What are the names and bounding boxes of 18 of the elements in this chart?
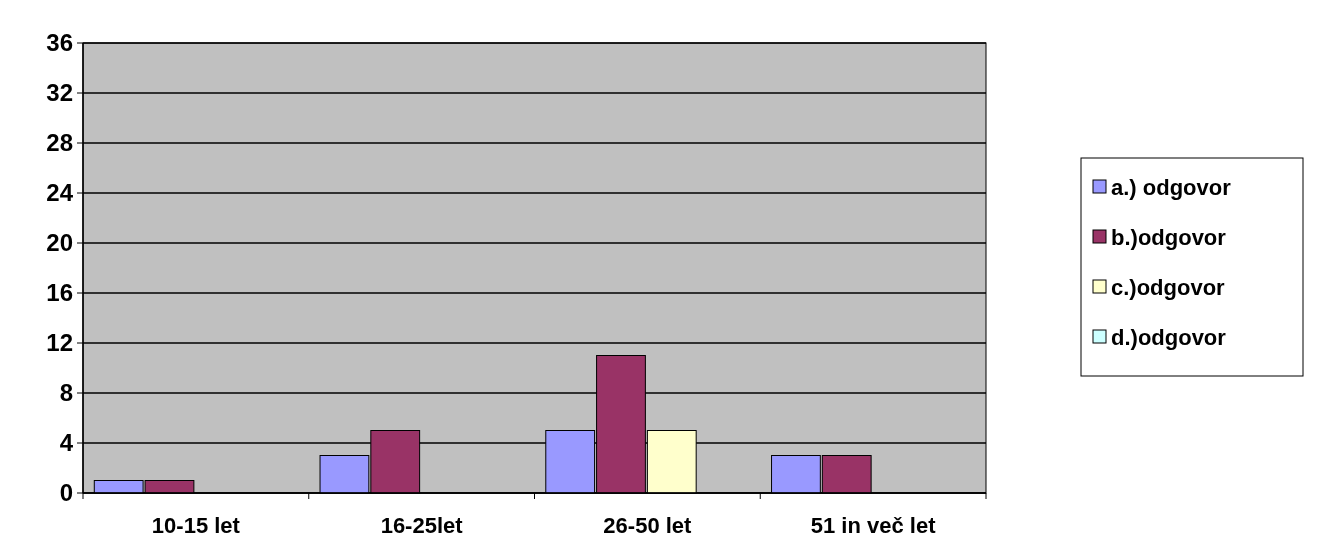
y-tick-label: 8 bbox=[59, 379, 73, 407]
y-tick-label: 12 bbox=[46, 329, 73, 357]
y-tick-label: 16 bbox=[46, 279, 73, 307]
x-tick-label: 51 in več let bbox=[810, 513, 937, 538]
legend-label: b.)odgovor bbox=[1111, 224, 1227, 250]
y-tick-label: 20 bbox=[46, 229, 73, 257]
y-tick-label: 24 bbox=[46, 179, 74, 207]
y-tick-label: 4 bbox=[59, 429, 74, 457]
x-tick-label: 26-50 let bbox=[603, 513, 693, 538]
x-tick-label: 16-25let bbox=[380, 513, 464, 538]
x-tick-label: 10-15 let bbox=[151, 513, 241, 538]
y-tick-label: 32 bbox=[46, 79, 73, 107]
y-tick-label: 28 bbox=[46, 129, 73, 157]
y-tick-label: 0 bbox=[59, 479, 73, 507]
legend-label: c.)odgovor bbox=[1111, 274, 1226, 300]
legend-label: a.) odgovor bbox=[1111, 174, 1232, 200]
y-tick-label: 36 bbox=[46, 29, 73, 57]
legend-label: d.)odgovor bbox=[1111, 324, 1227, 350]
